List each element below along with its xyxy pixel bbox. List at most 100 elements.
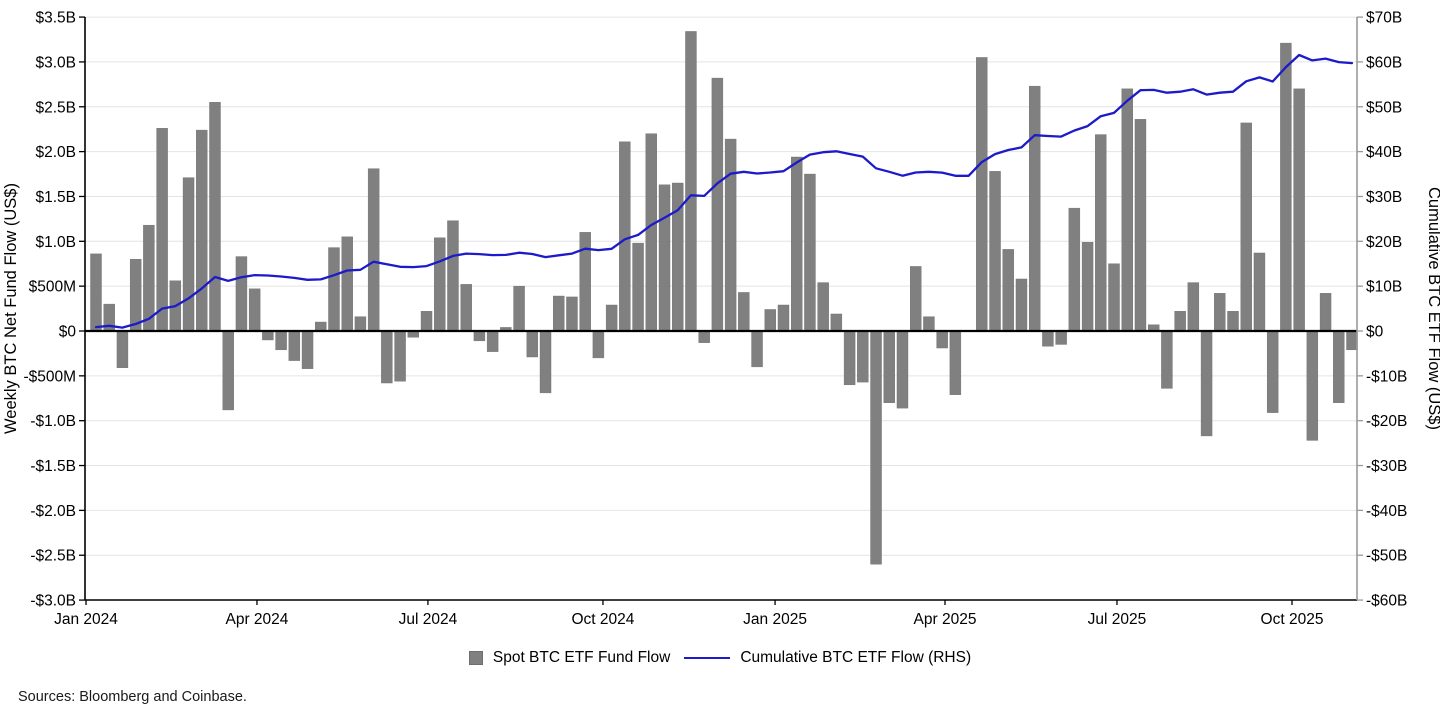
weekly-flow-bar	[1174, 311, 1186, 332]
weekly-flow-bar	[367, 168, 380, 332]
left-tick-label: -$2.0B	[30, 503, 76, 520]
weekly-flow-bar	[711, 77, 724, 332]
right-tick-label: -$40B	[1366, 503, 1407, 520]
weekly-flow-bar	[1068, 207, 1081, 332]
weekly-flow-bar	[976, 57, 988, 332]
left-tick-label: $3.0B	[35, 54, 76, 71]
weekly-flow-bar	[460, 284, 472, 332]
weekly-flow-bar	[1346, 330, 1358, 351]
weekly-flow-bar	[896, 330, 909, 409]
weekly-flow-bar	[156, 128, 168, 332]
left-tick-label: -$1.0B	[30, 413, 76, 430]
weekly-flow-bar	[315, 321, 327, 332]
bars-series	[90, 31, 1358, 565]
right-tick-label: -$20B	[1366, 413, 1407, 430]
left-tick-label: $2.5B	[35, 99, 76, 116]
right-tick-label: $50B	[1366, 99, 1402, 116]
weekly-flow-bar	[1134, 119, 1147, 332]
x-tick-label: Oct 2025	[1261, 611, 1324, 628]
weekly-flow-bar	[685, 31, 697, 332]
weekly-flow-bar	[1121, 88, 1133, 332]
left-tick-label: -$2.5B	[30, 548, 76, 565]
left-tick-label: -$1.5B	[30, 458, 76, 475]
weekly-flow-bar	[1214, 293, 1226, 332]
weekly-flow-bar	[1333, 330, 1345, 403]
line-swatch-icon	[684, 657, 731, 659]
right-axis-title: Cumulative BTC ETF Flow (US$)	[1425, 187, 1440, 430]
legend-item-spot-flow: Spot BTC ETF Fund Flow	[468, 649, 670, 667]
weekly-flow-bar	[116, 330, 129, 368]
weekly-flow-bar	[1055, 330, 1067, 345]
x-tick-label: Oct 2024	[572, 611, 635, 628]
weekly-flow-bar	[605, 304, 618, 332]
right-tick-label: $40B	[1366, 144, 1402, 161]
weekly-flow-bar	[1280, 42, 1292, 332]
weekly-flow-bar	[910, 266, 922, 332]
left-tick-label: $500M	[29, 279, 76, 296]
weekly-flow-bar	[1108, 263, 1120, 332]
weekly-flow-bar	[632, 242, 644, 332]
weekly-flow-bar	[1095, 134, 1107, 332]
weekly-flow-bar	[341, 236, 353, 332]
weekly-flow-bar	[645, 133, 657, 332]
weekly-flow-bar	[420, 311, 433, 332]
weekly-flow-bar	[1240, 122, 1252, 332]
left-axis-ticks: $3.5B $3.0B $2.5B $2.0B $1.5B $1.0B $500M $0 -$5…	[23, 10, 85, 610]
weekly-flow-bar	[129, 259, 142, 332]
weekly-flow-bar	[579, 232, 591, 332]
weekly-flow-bar	[791, 156, 803, 332]
right-tick-label: $30B	[1366, 189, 1402, 206]
weekly-flow-bar	[738, 292, 750, 332]
weekly-flow-bar	[1319, 293, 1332, 332]
weekly-flow-bar	[1266, 330, 1279, 413]
x-tick-label: Jan 2025	[743, 611, 807, 628]
weekly-flow-bar	[262, 330, 274, 341]
x-tick-label: Jul 2025	[1088, 611, 1147, 628]
weekly-flow-bar	[235, 256, 248, 332]
weekly-flow-bar	[566, 296, 578, 332]
weekly-flow-bar	[182, 177, 195, 332]
right-tick-label: $60B	[1366, 54, 1402, 71]
weekly-flow-bar	[989, 171, 1001, 332]
legend-item-cumulative-flow: Cumulative BTC ETF Flow (RHS)	[684, 649, 971, 667]
weekly-flow-bar	[777, 304, 790, 332]
weekly-flow-bar	[526, 330, 538, 358]
weekly-flow-bar	[1042, 330, 1054, 347]
weekly-flow-bar	[1161, 330, 1173, 389]
bar-swatch-icon	[468, 651, 483, 665]
weekly-flow-bar	[394, 330, 406, 382]
weekly-flow-bar	[592, 330, 605, 359]
btc-etf-flow-chart: $3.5B $3.0B $2.5B $2.0B $1.5B $1.0B $500M $0 -$5…	[2, 10, 1440, 628]
weekly-flow-bar	[1227, 311, 1239, 332]
weekly-flow-bar	[923, 316, 935, 332]
x-tick-label: Jul 2024	[399, 611, 458, 628]
weekly-flow-bar	[764, 309, 776, 332]
weekly-flow-bar	[209, 102, 221, 332]
weekly-flow-bar	[434, 237, 446, 332]
weekly-flow-bar	[553, 295, 565, 332]
legend-label-cumulative-flow: Cumulative BTC ETF Flow (RHS)	[740, 649, 972, 666]
weekly-flow-bar	[883, 330, 895, 403]
weekly-flow-bar	[1015, 278, 1028, 332]
left-tick-label: $1.5B	[35, 189, 76, 206]
weekly-flow-bar	[447, 220, 459, 332]
weekly-flow-bar	[1002, 249, 1014, 332]
weekly-flow-bar	[1253, 252, 1266, 332]
left-tick-label: -$3.0B	[30, 593, 76, 610]
left-tick-label: $1.0B	[35, 234, 76, 251]
weekly-flow-bar	[817, 282, 829, 332]
weekly-flow-bar	[619, 141, 631, 332]
weekly-flow-bar	[857, 330, 869, 383]
right-tick-label: -$50B	[1366, 548, 1407, 565]
cumulative-line	[94, 53, 1354, 329]
right-tick-label: $0	[1366, 324, 1384, 341]
weekly-flow-bar	[804, 173, 816, 332]
weekly-flow-bar	[698, 330, 710, 343]
right-tick-label: -$10B	[1366, 368, 1407, 385]
weekly-flow-bar	[870, 330, 882, 565]
weekly-flow-bar	[381, 330, 393, 384]
weekly-flow-bar	[1200, 330, 1213, 437]
weekly-flow-bar	[724, 138, 737, 332]
left-tick-label: $3.5B	[35, 10, 76, 27]
weekly-flow-bar	[539, 330, 552, 394]
